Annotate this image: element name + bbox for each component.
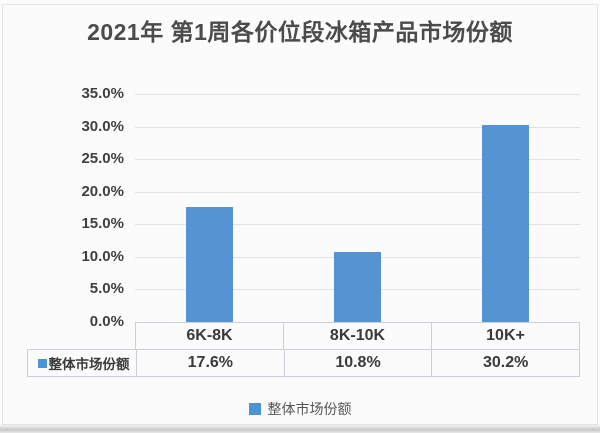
y-axis-tick-label: 15.0% — [81, 215, 124, 233]
gridline — [135, 224, 580, 226]
value-cell: 10.8% — [283, 350, 432, 376]
category-cell: 10K+ — [431, 323, 579, 349]
y-axis-tick-label: 10.0% — [81, 247, 124, 265]
bar-8K-10K — [334, 251, 381, 322]
data-table-value-row: 整体市场份额 17.6% 10.8% 30.2% — [27, 349, 580, 377]
bar-10K+ — [482, 125, 530, 322]
series-swatch-icon — [37, 358, 47, 368]
value-cell: 30.2% — [431, 350, 579, 376]
y-axis-tick-label: 25.0% — [81, 150, 124, 168]
plot-area — [135, 94, 580, 322]
data-table-series-label-cell: 整体市场份额 — [28, 350, 136, 376]
category-cell: 6K-8K — [186, 327, 233, 344]
data-table-header-row: 6K-8K 8K-10K 10K+ — [135, 322, 580, 349]
legend-label: 整体市场份额 — [267, 401, 352, 417]
bar-6K-8K — [185, 207, 233, 322]
value-cell: 17.6% — [136, 350, 284, 376]
y-axis-labels: 35.0% 30.0% 25.0% 20.0% 15.0% 10.0% 5.0% 0.0% — [0, 85, 128, 330]
category-cell: 8K-10K — [283, 323, 431, 349]
y-axis-tick-label: 5.0% — [89, 280, 124, 298]
card-bottom-shadow — [0, 424, 600, 433]
series-label: 整体市场份额 — [48, 357, 130, 372]
y-axis-tick-label: 20.0% — [81, 182, 124, 200]
gridline — [135, 126, 580, 128]
y-axis-tick-label: 30.0% — [81, 117, 124, 135]
chart-area: 35.0% 30.0% 25.0% 20.0% 15.0% 10.0% 5.0% 0.0% — [0, 85, 600, 330]
gridline — [135, 94, 580, 95]
chart-title: 2021年 第1周各价位段冰箱产品市场份额 — [87, 19, 513, 45]
legend: 整体市场份额 — [0, 398, 600, 420]
y-axis-tick-label: 0.0% — [89, 313, 124, 330]
gridline — [135, 191, 580, 193]
legend-swatch-icon — [248, 403, 261, 415]
y-axis-tick-label: 35.0% — [81, 85, 124, 102]
gridline — [135, 159, 580, 161]
